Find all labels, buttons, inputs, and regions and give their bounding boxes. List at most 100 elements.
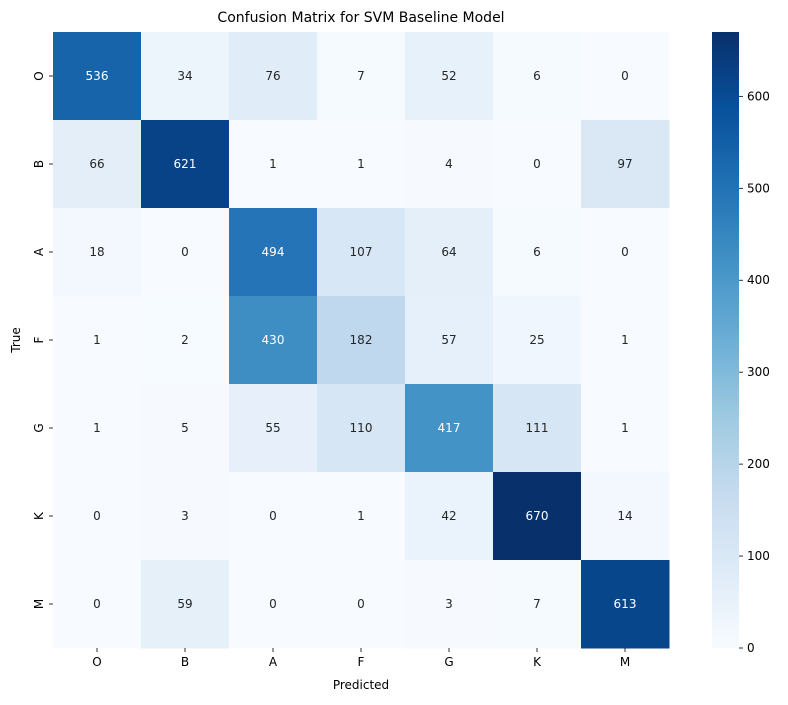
cell-value-label: 25 xyxy=(529,333,544,347)
colorbar-tick-label: 0 xyxy=(747,641,755,655)
x-tick-label: B xyxy=(181,655,189,669)
cell-value-label: 182 xyxy=(350,333,373,347)
cell-value-label: 1 xyxy=(93,421,101,435)
y-tick-label: G xyxy=(32,423,46,432)
colorbar-ticks: 0 100 200 300 400 500 600 xyxy=(739,89,770,655)
heatmap-cell xyxy=(581,208,670,297)
cell-value-label: 417 xyxy=(438,421,461,435)
cell-value-label: 0 xyxy=(621,245,629,259)
heatmap-cell xyxy=(405,120,494,209)
heatmap-cell xyxy=(53,560,142,649)
heatmap-cell xyxy=(53,120,142,209)
y-tick-label: B xyxy=(32,160,46,168)
cell-value-label: 7 xyxy=(533,597,541,611)
cell-value-label: 55 xyxy=(265,421,280,435)
cell-value-label: 2 xyxy=(181,333,189,347)
cell-value-label: 34 xyxy=(177,69,192,83)
cell-value-label: 3 xyxy=(445,597,453,611)
cell-value-label: 0 xyxy=(533,157,541,171)
heatmap-cell xyxy=(141,32,230,121)
heatmap-cell xyxy=(229,208,318,297)
x-tick-label: F xyxy=(358,655,365,669)
cell-value-label: 14 xyxy=(617,509,632,523)
heatmap-cell xyxy=(581,120,670,209)
cell-value-label: 613 xyxy=(614,597,637,611)
heatmap-cell xyxy=(493,560,582,649)
cell-value-label: 0 xyxy=(269,509,277,523)
heatmap-cell xyxy=(53,296,142,385)
colorbar-tick-label: 600 xyxy=(747,89,770,103)
cell-value-label: 64 xyxy=(441,245,456,259)
y-tick-label: O xyxy=(32,71,46,80)
heatmap-cell xyxy=(405,296,494,385)
heatmap-cell xyxy=(229,384,318,473)
heatmap-cell xyxy=(405,560,494,649)
cell-value-label: 1 xyxy=(269,157,277,171)
cell-value-label: 76 xyxy=(265,69,280,83)
heatmap-cell xyxy=(493,208,582,297)
cell-value-label: 494 xyxy=(262,245,285,259)
cell-value-label: 670 xyxy=(526,509,549,523)
cell-value-label: 57 xyxy=(441,333,456,347)
cell-value-label: 621 xyxy=(174,157,197,171)
cell-value-label: 59 xyxy=(177,597,192,611)
cell-value-label: 52 xyxy=(441,69,456,83)
heatmap-cell xyxy=(493,472,582,561)
heatmap-cell xyxy=(53,384,142,473)
heatmap-cell xyxy=(317,296,406,385)
cell-value-label: 1 xyxy=(93,333,101,347)
cell-value-label: 107 xyxy=(350,245,373,259)
heatmap-cell xyxy=(317,32,406,121)
heatmap-cell xyxy=(405,32,494,121)
heatmap-cell xyxy=(581,296,670,385)
heatmap-cell xyxy=(493,296,582,385)
heatmap-cell xyxy=(405,472,494,561)
cell-value-label: 111 xyxy=(526,421,549,435)
cell-value-label: 97 xyxy=(617,157,632,171)
heatmap-cell xyxy=(53,472,142,561)
heatmap-cell xyxy=(581,32,670,121)
cell-value-label: 18 xyxy=(89,245,104,259)
cell-value-label: 0 xyxy=(357,597,365,611)
heatmap-cell xyxy=(141,296,230,385)
heatmap-cell xyxy=(229,560,318,649)
heatmap-cell xyxy=(141,208,230,297)
heatmap-cell xyxy=(317,384,406,473)
chart-title: Confusion Matrix for SVM Baseline Model xyxy=(217,10,504,26)
heatmap-cell xyxy=(493,384,582,473)
cell-value-label: 0 xyxy=(181,245,189,259)
x-tick-label: O xyxy=(92,655,101,669)
heatmap-cell xyxy=(141,120,230,209)
cell-value-label: 430 xyxy=(262,333,285,347)
cell-value-label: 0 xyxy=(621,69,629,83)
cell-value-label: 7 xyxy=(357,69,365,83)
heatmap-cell xyxy=(493,120,582,209)
cell-value-label: 536 xyxy=(86,69,109,83)
heatmap-cell xyxy=(493,32,582,121)
x-tick-label: K xyxy=(533,655,542,669)
cell-value-label: 66 xyxy=(89,157,104,171)
y-tick-label: K xyxy=(32,511,46,520)
cell-value-label: 6 xyxy=(533,245,541,259)
heatmap-cell xyxy=(317,120,406,209)
heatmap-cell xyxy=(317,472,406,561)
colorbar xyxy=(712,32,739,648)
colorbar-tick-label: 500 xyxy=(747,181,770,195)
cell-value-label: 42 xyxy=(441,509,456,523)
cell-value-label: 1 xyxy=(357,157,365,171)
cell-value-label: 3 xyxy=(181,509,189,523)
x-tick-label: G xyxy=(444,655,453,669)
colorbar-tick-label: 400 xyxy=(747,273,770,287)
heatmap-cell xyxy=(581,560,670,649)
cell-value-label: 0 xyxy=(93,509,101,523)
y-axis-label: True xyxy=(9,327,23,354)
x-tick-label: A xyxy=(269,655,278,669)
y-tick-label: M xyxy=(32,599,46,609)
cell-value-label: 4 xyxy=(445,157,453,171)
cell-value-label: 0 xyxy=(269,597,277,611)
cell-value-label: 6 xyxy=(533,69,541,83)
heatmap-cell xyxy=(53,208,142,297)
heatmap-cell xyxy=(229,296,318,385)
y-axis: O B A F G K M xyxy=(32,71,53,609)
